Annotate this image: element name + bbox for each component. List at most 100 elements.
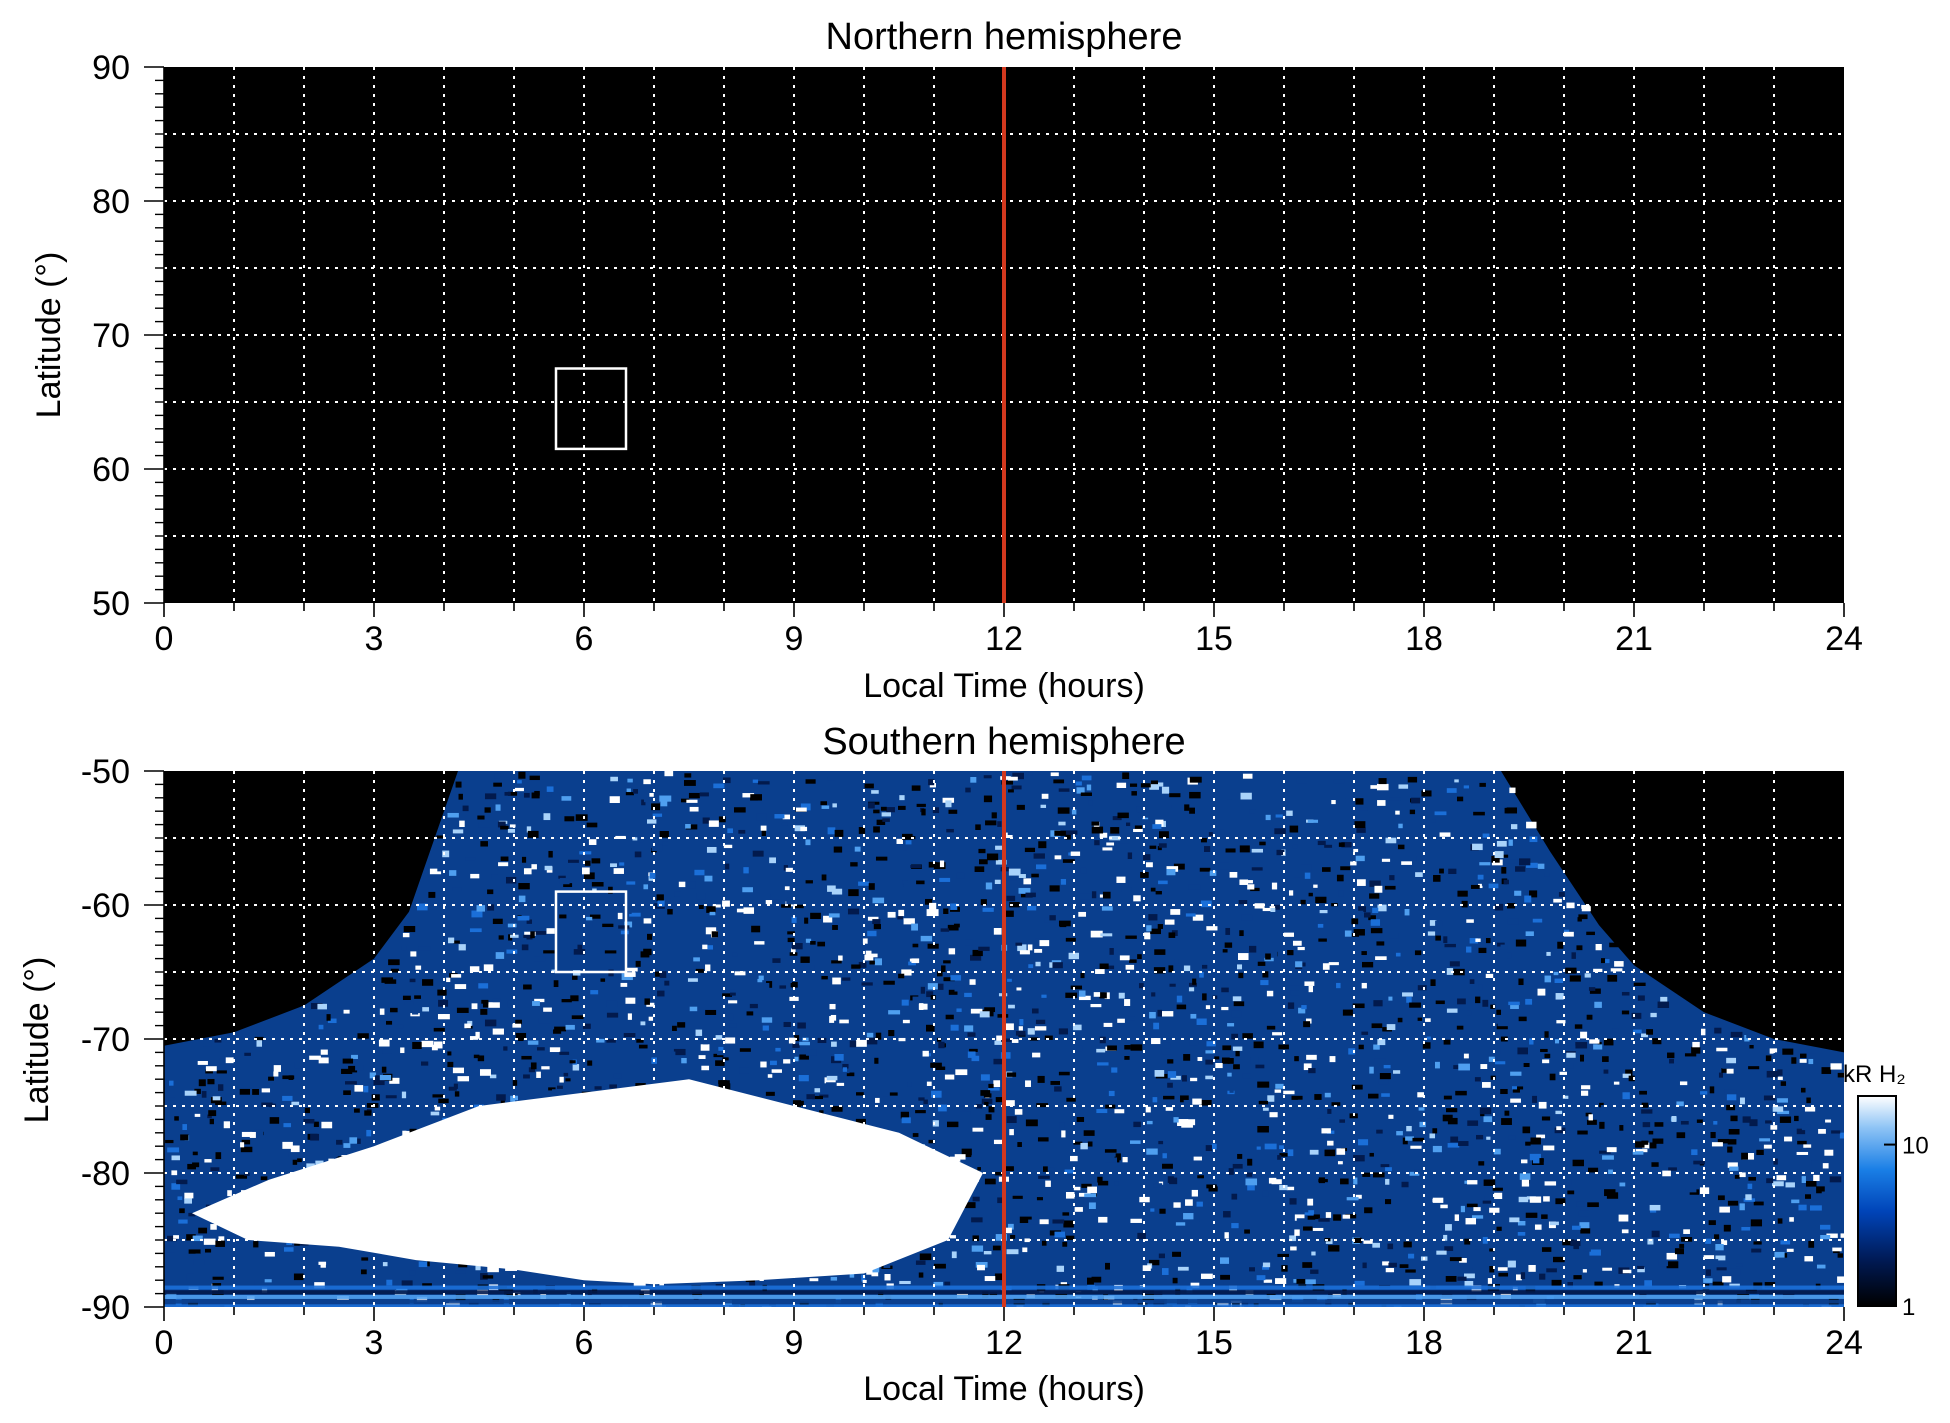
emission-cell (1393, 1070, 1401, 1074)
emission-cell (174, 1116, 179, 1121)
emission-cell (1500, 1036, 1508, 1042)
emission-cell (1205, 1005, 1211, 1010)
emission-cell (1402, 1137, 1408, 1145)
emission-cell (1264, 1143, 1277, 1150)
emission-cell (1251, 848, 1264, 853)
emission-cell (1261, 1265, 1270, 1270)
emission-cell (1238, 972, 1244, 979)
emission-cell (1832, 1247, 1842, 1252)
emission-cell (1058, 821, 1066, 826)
emission-cell (1370, 785, 1381, 789)
emission-cell (1504, 1110, 1510, 1116)
emission-cell (533, 956, 546, 962)
emission-cell (1680, 1120, 1689, 1125)
emission-cell (1093, 992, 1101, 997)
emission-cell (805, 839, 811, 846)
emission-cell (477, 1055, 485, 1062)
emission-cell (192, 1151, 198, 1156)
emission-cell (1151, 1038, 1161, 1045)
emission-cell (1839, 1132, 1844, 1139)
emission-cell (1287, 1056, 1300, 1064)
emission-cell (1208, 1202, 1214, 1208)
emission-cell (379, 1008, 385, 1015)
emission-cell (765, 1091, 775, 1096)
emission-cell (561, 796, 572, 801)
emission-cell (935, 1066, 946, 1070)
north-x-tick-label: 3 (365, 620, 384, 658)
emission-cell (1632, 1029, 1642, 1034)
emission-cell (1567, 1062, 1574, 1069)
emission-cell (1565, 967, 1577, 974)
emission-cell (623, 1033, 636, 1038)
emission-cell (1075, 1292, 1083, 1297)
emission-cell (711, 931, 719, 938)
emission-cell (1786, 1248, 1794, 1252)
emission-cell (927, 983, 938, 990)
emission-cell (1431, 819, 1436, 823)
emission-cell (1395, 952, 1401, 957)
emission-cell (1578, 914, 1588, 920)
emission-cell (1546, 951, 1551, 956)
emission-cell (928, 861, 937, 868)
emission-cell (626, 881, 636, 885)
emission-cell (1080, 972, 1085, 979)
emission-cell (1524, 895, 1532, 903)
emission-cell (1250, 1057, 1259, 1064)
emission-cell (1351, 918, 1359, 925)
emission-cell (1103, 1022, 1113, 1027)
emission-cell (884, 1274, 891, 1281)
emission-cell (1649, 1204, 1661, 1211)
emission-cell (1101, 906, 1113, 911)
emission-cell (1251, 867, 1263, 871)
emission-cell (800, 956, 810, 963)
emission-cell (1169, 1177, 1178, 1185)
emission-cell (492, 918, 503, 925)
emission-cell (1257, 1125, 1269, 1133)
emission-cell (194, 1088, 201, 1094)
emission-cell (1444, 1246, 1454, 1252)
emission-cell (686, 881, 696, 889)
emission-cell (1327, 1108, 1332, 1114)
emission-cell (743, 907, 755, 914)
emission-cell (620, 982, 628, 987)
emission-cell (1562, 1095, 1569, 1099)
emission-cell (1276, 849, 1285, 856)
emission-cell (938, 1041, 945, 1049)
emission-cell (527, 830, 539, 838)
emission-cell (1222, 949, 1228, 953)
emission-cell (615, 835, 626, 839)
emission-cell (1422, 1042, 1431, 1049)
emission-cell (1164, 919, 1175, 925)
emission-cell (1405, 1269, 1416, 1273)
emission-cell (458, 793, 463, 800)
emission-cell (1464, 1273, 1475, 1279)
emission-cell (253, 1129, 264, 1136)
emission-cell (1016, 804, 1025, 810)
emission-cell (997, 1197, 1004, 1204)
emission-cell (476, 905, 485, 912)
emission-cell (1041, 994, 1047, 998)
emission-cell (1358, 1044, 1364, 1050)
emission-cell (1102, 847, 1113, 851)
emission-cell (866, 1032, 874, 1039)
emission-cell (451, 974, 462, 978)
emission-cell (1555, 1198, 1566, 1205)
emission-cell (290, 1145, 300, 1153)
emission-cell (1227, 1057, 1234, 1064)
emission-cell (1494, 903, 1504, 911)
emission-cell (686, 799, 698, 803)
emission-cell (740, 873, 749, 880)
emission-cell (1567, 1045, 1576, 1049)
emission-cell (1696, 1119, 1703, 1123)
emission-cell (831, 960, 842, 964)
emission-cell (1554, 1127, 1566, 1134)
emission-cell (786, 897, 795, 905)
emission-cell (1070, 985, 1083, 990)
emission-cell (948, 809, 958, 814)
north-y-tick-label: 60 (92, 451, 130, 489)
emission-cell (1826, 1233, 1838, 1238)
emission-cell (787, 937, 795, 943)
south-highlight-box (554, 890, 628, 974)
emission-cell (1149, 845, 1157, 849)
emission-cell (584, 860, 591, 866)
